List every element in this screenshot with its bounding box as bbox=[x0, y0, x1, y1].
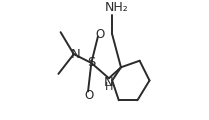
Text: O: O bbox=[85, 89, 94, 102]
Text: H: H bbox=[105, 81, 113, 92]
Text: N: N bbox=[70, 48, 80, 61]
Text: N: N bbox=[104, 76, 114, 89]
Text: O: O bbox=[95, 28, 104, 41]
Text: S: S bbox=[87, 56, 96, 69]
Text: NH₂: NH₂ bbox=[105, 0, 129, 14]
